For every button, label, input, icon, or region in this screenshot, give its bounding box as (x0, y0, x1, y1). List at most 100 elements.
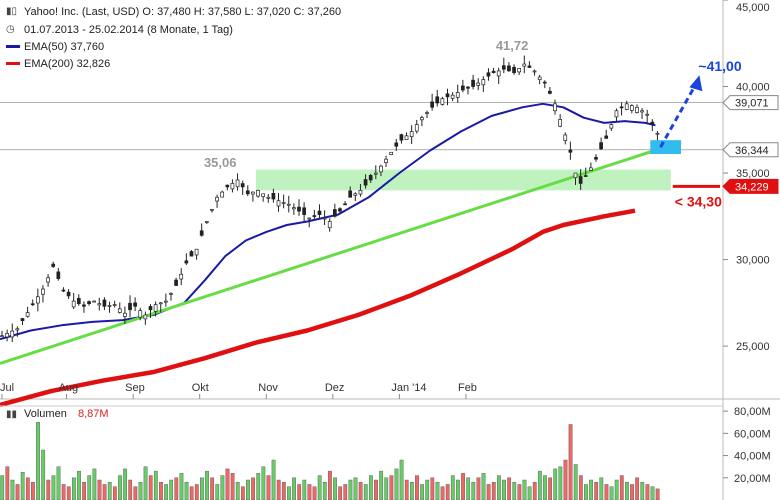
volume-bar (36, 422, 39, 500)
y-tick-label: 35,000 (736, 168, 770, 180)
candle-body (395, 143, 398, 146)
candle-body (16, 329, 19, 330)
volume-bar (52, 476, 55, 500)
candle-body (359, 190, 362, 194)
candle-body (134, 303, 137, 306)
candle-body (410, 132, 413, 137)
volume-bar (21, 472, 24, 500)
candle-body (625, 104, 628, 110)
candle-body (554, 104, 557, 111)
candle-body (426, 112, 429, 113)
candle-body (364, 180, 367, 186)
candle-body (241, 184, 244, 187)
candlestick-icon: ▮▯ (6, 6, 17, 17)
support-zone (256, 170, 671, 191)
volume-bar (31, 482, 34, 500)
candle-body (303, 208, 306, 215)
volume-bar (267, 476, 270, 500)
volume-tick-label: 60,00M (734, 428, 771, 440)
candle-body (251, 192, 254, 194)
volume-bar (456, 480, 459, 500)
candle-body (538, 77, 541, 80)
candles-layer (1, 56, 659, 342)
volume-bar (129, 480, 132, 500)
indicator-lines-layer (0, 104, 681, 405)
candle-body (88, 302, 91, 304)
candle-body (328, 221, 331, 227)
volume-bar (149, 476, 152, 500)
volume-bar (93, 469, 96, 500)
x-tick-label: Aug (59, 382, 79, 394)
volume-bar (502, 480, 505, 500)
volume-bar (297, 484, 300, 500)
annotation-target: ~41,00 (698, 58, 741, 74)
volume-bar (574, 464, 577, 500)
volume-title: Volumen (24, 408, 67, 420)
legend-ema50: EMA(50) 37,760 (24, 41, 104, 53)
candle-body (344, 204, 347, 205)
volume-bar (190, 487, 193, 500)
candle-body (635, 107, 638, 112)
volume-bar (257, 473, 260, 500)
annotation-low-high: 35,06 (204, 155, 237, 170)
volume-bar (374, 480, 377, 500)
candle-body (482, 80, 485, 85)
candle-body (349, 191, 352, 197)
volume-bar (313, 487, 316, 500)
volume-bar (277, 480, 280, 500)
volume-bar (318, 476, 321, 500)
header-quote: Yahoo! Inc. (Last, USD) O: 37,480 H: 37,… (24, 6, 341, 18)
volume-bar (385, 478, 388, 500)
candle-body (287, 204, 290, 205)
volume-bar (589, 480, 592, 500)
price-tag-label: 34,229 (735, 181, 769, 193)
candle-body (164, 301, 167, 302)
candle-body (118, 309, 121, 313)
volume-bar (564, 460, 567, 500)
candle-body (72, 301, 75, 307)
candle-body (559, 119, 562, 126)
candle-body (318, 211, 321, 214)
y-tick-label: 40,000 (736, 82, 770, 94)
volume-bar (579, 476, 582, 500)
volume-bar (134, 487, 137, 500)
candle-body (77, 298, 80, 303)
volume-bar (47, 480, 50, 500)
x-tick-label: Sep (125, 382, 145, 394)
candle-body (221, 192, 224, 197)
y-tick-label: 45,000 (736, 2, 770, 14)
volume-bar (303, 480, 306, 500)
volume-bar (584, 484, 587, 500)
candle-body (139, 311, 142, 318)
candle-body (313, 216, 316, 217)
volume-bar (88, 476, 91, 500)
candle-body (497, 71, 500, 76)
candle-body (103, 300, 106, 306)
volume-bar (554, 469, 557, 500)
volume-bar (6, 467, 9, 500)
volume-bar (487, 484, 490, 500)
annotation-peak: 41,72 (496, 38, 529, 53)
volume-bar (518, 484, 521, 500)
volume-bar (482, 473, 485, 500)
candle-body (507, 66, 510, 71)
price-tag: 39,071 (723, 96, 778, 110)
volume-header: ▮▮ Volumen 8,87M (6, 408, 109, 420)
candle-body (62, 290, 65, 291)
volume-bar (646, 484, 649, 500)
volume-bar (472, 482, 475, 500)
x-tick-label: Jul (0, 382, 14, 394)
candle-body (185, 261, 188, 263)
candle-body (129, 303, 132, 309)
candle-body (175, 280, 178, 285)
volume-bar (415, 476, 418, 500)
candle-body (533, 71, 536, 72)
volume-value: 8,87M (78, 408, 109, 420)
volume-bar (641, 482, 644, 500)
candle-body (415, 125, 418, 132)
volume-bar (559, 467, 562, 500)
volume-bar (210, 478, 213, 500)
candle-body (461, 86, 464, 90)
volume-bar (605, 484, 608, 500)
volume-bar (82, 482, 85, 500)
